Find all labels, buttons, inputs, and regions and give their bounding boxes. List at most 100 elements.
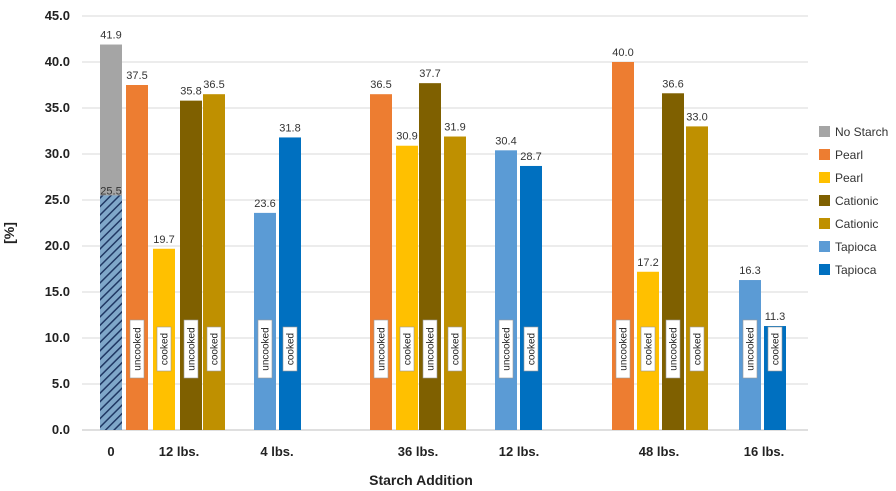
state-label: cooked xyxy=(403,333,414,365)
state-label: cooked xyxy=(160,333,171,365)
data-label: 37.5 xyxy=(126,70,147,82)
x-tick-label: 16 lbs. xyxy=(744,444,784,459)
data-label: 33.0 xyxy=(686,111,707,123)
state-label-box xyxy=(183,319,199,379)
state-label: uncooked xyxy=(746,327,757,370)
bars: 41.9 25.5 37.5 uncooked 19.7 cooked 35.8 uncook… xyxy=(100,30,786,431)
x-tick-label: 12 lbs. xyxy=(159,444,199,459)
data-label: 36.6 xyxy=(662,78,683,90)
state-label-box xyxy=(523,326,539,372)
bar xyxy=(495,150,517,430)
state-label-box xyxy=(206,326,222,372)
state-label-box xyxy=(665,319,681,379)
state-label: uncooked xyxy=(187,327,198,370)
x-tick-label: 48 lbs. xyxy=(639,444,679,459)
state-label: cooked xyxy=(527,333,538,365)
state-label-box xyxy=(257,319,273,379)
bar xyxy=(662,93,684,430)
y-tick-label: 30.0 xyxy=(45,146,70,161)
legend-swatch xyxy=(819,126,830,137)
state-label-box xyxy=(640,326,656,372)
data-label: 31.9 xyxy=(444,122,465,134)
state-label-box xyxy=(742,319,758,379)
data-label: 17.2 xyxy=(637,257,658,269)
data-label: 16.3 xyxy=(739,265,760,277)
legend-swatch xyxy=(819,218,830,229)
bar xyxy=(370,94,392,430)
data-label: 23.6 xyxy=(254,198,275,210)
data-label: 31.8 xyxy=(279,122,300,134)
legend-label: Cationic xyxy=(835,217,878,231)
state-label: cooked xyxy=(451,333,462,365)
state-label: cooked xyxy=(210,333,221,365)
y-axis-title: [%] xyxy=(1,222,17,244)
legend-label: Tapioca xyxy=(835,240,877,254)
legend-label: Pearl xyxy=(835,171,863,185)
data-label: 37.7 xyxy=(419,68,440,80)
state-label-box xyxy=(399,326,415,372)
legend: No Starch Pearl Pearl Cationic Cationic Tapio… xyxy=(819,125,888,277)
bar xyxy=(396,145,418,430)
state-label: uncooked xyxy=(377,327,388,370)
data-label: 11.3 xyxy=(765,311,786,323)
state-label-box xyxy=(422,319,438,379)
state-label-box xyxy=(615,319,631,379)
y-tick-label: 5.0 xyxy=(52,376,70,391)
bar xyxy=(686,126,708,431)
x-axis-title: Starch Addition xyxy=(369,472,473,488)
bar xyxy=(279,137,301,430)
y-tick-label: 25.0 xyxy=(45,192,70,207)
legend-swatch xyxy=(819,172,830,183)
state-label: uncooked xyxy=(133,327,144,370)
y-tick-label: 35.0 xyxy=(45,100,70,115)
y-tick-label: 20.0 xyxy=(45,238,70,253)
state-label: uncooked xyxy=(426,327,437,370)
state-label-box xyxy=(156,326,172,372)
data-label: 30.9 xyxy=(396,131,417,143)
x-tick-label: 0 xyxy=(107,444,114,459)
state-label: uncooked xyxy=(502,327,513,370)
data-label: 30.4 xyxy=(495,135,516,147)
state-label-box xyxy=(282,326,298,372)
legend-swatch xyxy=(819,241,830,252)
y-tick-label: 0.0 xyxy=(52,422,70,437)
state-label: uncooked xyxy=(619,327,630,370)
legend-label: Pearl xyxy=(835,148,863,162)
y-tick-label: 10.0 xyxy=(45,330,70,345)
y-tick-label: 15.0 xyxy=(45,284,70,299)
state-label-box xyxy=(447,326,463,372)
state-label: cooked xyxy=(693,333,704,365)
state-label: uncooked xyxy=(669,327,680,370)
state-label: cooked xyxy=(771,333,782,365)
legend-swatch xyxy=(819,264,830,275)
legend-label: No Starch xyxy=(835,125,888,139)
state-label-box xyxy=(689,326,705,372)
data-label: 25.5 xyxy=(100,185,121,197)
legend-swatch xyxy=(819,195,830,206)
data-label: 36.5 xyxy=(370,79,391,91)
bar xyxy=(444,136,466,430)
legend-swatch xyxy=(819,149,830,160)
bar xyxy=(520,165,542,430)
data-label: 28.7 xyxy=(520,151,541,163)
data-label: 41.9 xyxy=(100,30,121,42)
x-axis-ticks: 0 12 lbs. 4 lbs. 36 lbs. 12 lbs. 48 lbs. 16 lb… xyxy=(107,444,784,459)
state-label: uncooked xyxy=(261,327,272,370)
data-label: 35.8 xyxy=(180,86,201,98)
y-tick-label: 45.0 xyxy=(45,8,70,23)
legend-label: Tapioca xyxy=(835,263,877,277)
legend-label: Cationic xyxy=(835,194,878,208)
y-tick-label: 40.0 xyxy=(45,54,70,69)
state-label: cooked xyxy=(286,333,297,365)
state-label-box xyxy=(129,319,145,379)
bar xyxy=(180,100,202,430)
state-label: cooked xyxy=(644,333,655,365)
data-label: 19.7 xyxy=(153,234,174,246)
x-tick-label: 12 lbs. xyxy=(499,444,539,459)
x-tick-label: 4 lbs. xyxy=(260,444,293,459)
data-label: 36.5 xyxy=(203,79,224,91)
state-label-box xyxy=(767,326,783,372)
y-axis-ticks: 0.0 5.0 10.0 15.0 20.0 25.0 30.0 35.0 40.0 45.0 xyxy=(45,8,70,437)
x-tick-label: 36 lbs. xyxy=(398,444,438,459)
